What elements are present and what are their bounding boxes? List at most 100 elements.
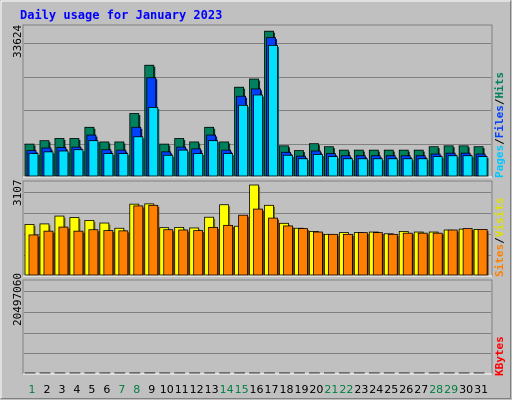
day-label-24: 24 [369, 383, 383, 396]
day-label-5: 5 [88, 383, 95, 396]
day-label-15: 15 [235, 383, 249, 396]
legend-sites: Sites [493, 244, 506, 277]
sites-bar [208, 226, 219, 276]
sites-bar [327, 233, 338, 276]
sites-bar [58, 226, 69, 276]
pages-bar [268, 45, 278, 177]
sites-bar [73, 230, 84, 276]
pages-bar [477, 156, 488, 177]
day-label-21: 21 [324, 383, 338, 396]
sites-bar [387, 233, 398, 276]
pages-bar [163, 154, 174, 177]
pages-bar [253, 94, 263, 177]
pages-bar [447, 155, 458, 177]
day-label-31: 31 [474, 383, 488, 396]
sites-bar [283, 225, 293, 276]
pages-bar [342, 158, 353, 177]
day-label-4: 4 [73, 383, 80, 396]
legend-sep-3: / [493, 237, 506, 244]
kbytes-axis-max-label: 20497060 [11, 273, 24, 326]
sites-bar [253, 208, 263, 276]
sites-bar [432, 232, 443, 276]
day-label-6: 6 [103, 383, 110, 396]
pages-bar [357, 158, 368, 177]
sites-bar [223, 224, 234, 276]
sites-bar [417, 232, 428, 276]
legend-sep-2: / [493, 98, 506, 105]
day-label-25: 25 [384, 383, 398, 396]
day-label-2: 2 [43, 383, 50, 396]
day-label-18: 18 [279, 383, 293, 396]
day-label-23: 23 [354, 383, 368, 396]
visits-sites-panel [22, 180, 493, 277]
pages-bar [148, 107, 159, 177]
day-label-13: 13 [205, 383, 219, 396]
chart-title: Daily usage for January 2023 [20, 8, 222, 22]
day-label-9: 9 [148, 383, 155, 396]
day-label-8: 8 [133, 383, 140, 396]
day-label-27: 27 [414, 383, 428, 396]
legend-hits: Hits [493, 72, 506, 99]
sites-bar [477, 229, 488, 276]
pages-bar [118, 153, 129, 177]
day-label-29: 29 [444, 383, 458, 396]
pages-bar [223, 153, 234, 177]
day-label-10: 10 [160, 383, 174, 396]
legend-hits-files-pages: Pages/Files/Hits [493, 72, 506, 178]
pages-bar [88, 140, 99, 177]
panel-border [22, 279, 493, 375]
sites-bar [313, 231, 323, 276]
sites-bar [118, 230, 129, 276]
day-label-3: 3 [58, 383, 65, 396]
sites-bar [133, 205, 144, 276]
legend-visits: Visits [493, 198, 506, 238]
day-label-7: 7 [118, 383, 125, 396]
legend-sep-1: / [493, 138, 506, 145]
sites-bar [268, 217, 278, 276]
legend-visits-sites: Sites/Visits [493, 198, 506, 278]
pages-bar [43, 151, 54, 177]
pages-bar [193, 153, 204, 177]
sites-bar [163, 229, 174, 276]
sites-bar [462, 228, 473, 276]
pages-bar [178, 149, 189, 177]
day-label-30: 30 [459, 383, 473, 396]
sites-bar [342, 233, 353, 276]
day-label-1: 1 [29, 383, 36, 396]
kbytes-panel [22, 279, 493, 375]
sites-bar [238, 214, 248, 276]
sites-bar [88, 229, 99, 276]
pages-bar [372, 158, 383, 177]
sites-bar [148, 204, 159, 276]
pages-bar [402, 158, 413, 177]
day-label-11: 11 [175, 383, 189, 396]
pages-bar [313, 154, 323, 177]
pages-bar [298, 158, 308, 177]
sites-bar [103, 230, 114, 276]
pages-bar [58, 150, 69, 177]
hits-files-pages-panel [22, 24, 493, 178]
pages-bar [417, 158, 428, 177]
day-label-16: 16 [250, 383, 264, 396]
legend-pages: Pages [493, 145, 506, 178]
sites-bar [402, 232, 413, 276]
pages-bar [432, 156, 443, 177]
pages-bar [327, 156, 338, 177]
day-label-26: 26 [399, 383, 413, 396]
sites-bar [298, 228, 308, 276]
sites-bar [43, 230, 54, 276]
hits-axis-max-label: 33624 [11, 25, 24, 58]
sites-bar [193, 230, 204, 276]
day-label-14: 14 [220, 383, 234, 396]
day-labels: 1 2 3 4 5 6 7 8 9 10 11 12 13 14 15 16 17 18 19 20 21 22 23 24 2… [29, 383, 489, 396]
legend-files: Files [493, 105, 506, 138]
pages-bar [208, 140, 219, 177]
sites-bar [28, 234, 39, 276]
pages-bar [73, 149, 84, 177]
day-label-19: 19 [294, 383, 308, 396]
pages-bar [133, 136, 144, 177]
visits-axis-max-label: 3107 [11, 180, 24, 207]
day-label-22: 22 [339, 383, 353, 396]
pages-bar [28, 153, 39, 177]
